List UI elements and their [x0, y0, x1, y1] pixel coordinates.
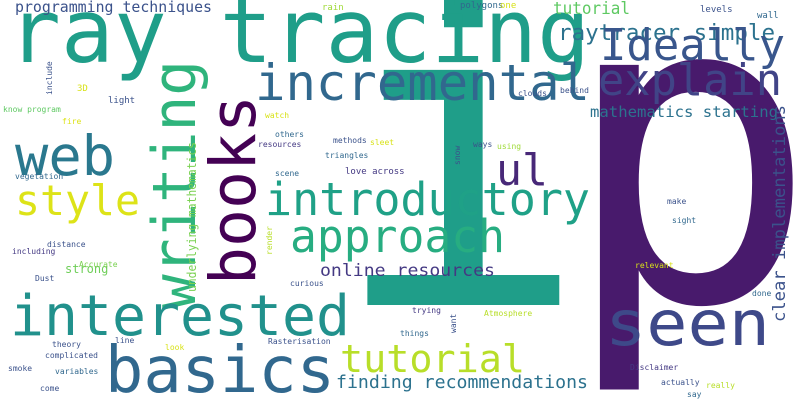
word: levels: [700, 5, 733, 15]
word: incremental: [255, 54, 590, 112]
word: others: [275, 130, 304, 139]
word: really: [706, 381, 735, 390]
word: love across: [345, 167, 405, 177]
word: Rasterisation: [268, 337, 331, 346]
word: ul: [496, 145, 548, 196]
word: explain: [598, 55, 782, 106]
word: know program: [3, 105, 61, 114]
word: polygons: [460, 1, 503, 11]
word: complicated: [45, 351, 98, 360]
word: i: [330, 0, 589, 400]
word: want: [449, 314, 458, 333]
word: Ideally: [600, 20, 785, 71]
word: p: [560, 0, 800, 400]
word: clear implementations: [770, 105, 790, 322]
word: done: [752, 289, 771, 298]
word: say: [687, 390, 702, 399]
word: one: [500, 1, 516, 11]
word: introductory: [265, 173, 590, 226]
word: render: [265, 226, 274, 255]
word: smoke: [8, 364, 32, 373]
word: Accurate: [79, 260, 118, 269]
word: line: [115, 336, 134, 345]
word: clouds: [518, 89, 547, 98]
word: ways: [473, 140, 492, 149]
word: triangles: [325, 151, 369, 160]
word: sight: [672, 216, 696, 225]
word: curious: [290, 279, 324, 288]
word: theory: [52, 340, 81, 349]
word: fire: [62, 117, 81, 126]
word: tutorial: [340, 337, 525, 381]
word: web: [15, 124, 115, 188]
word: variables: [55, 367, 99, 376]
word: interested: [10, 284, 350, 349]
word: writing: [140, 60, 210, 310]
word: tutorial: [553, 0, 630, 19]
word: sleet: [370, 138, 394, 147]
word: scene: [275, 169, 299, 178]
word: things: [400, 329, 429, 338]
word: Disclaimer: [630, 363, 678, 372]
word: online resources: [320, 261, 495, 281]
word: snow: [453, 146, 462, 165]
word: Dust: [35, 274, 54, 283]
word: light: [108, 96, 135, 106]
word: style: [15, 176, 140, 225]
word: programming techniques: [15, 0, 212, 16]
word: strong: [65, 262, 108, 276]
word: books: [197, 95, 270, 285]
word: look: [165, 343, 184, 352]
word: resources: [258, 140, 302, 149]
word: include: [45, 61, 54, 95]
word: trying: [412, 306, 441, 315]
word: rain: [322, 3, 344, 13]
word: behind: [560, 86, 589, 95]
word: vegetation: [15, 172, 63, 181]
word: basics: [105, 334, 335, 400]
word: wall: [757, 11, 779, 21]
word: make: [667, 197, 686, 206]
word: Atmosphere: [484, 309, 532, 318]
word: watch: [265, 111, 289, 120]
word: come: [40, 384, 59, 393]
word: including: [12, 247, 56, 256]
word: mathematics starting: [590, 103, 778, 121]
word: relevant: [635, 261, 674, 270]
word: raytracer simple: [558, 21, 775, 46]
word: finding recommendations: [336, 372, 588, 393]
word: ray tracing: [8, 0, 590, 83]
word: actually: [661, 378, 700, 387]
word: underlying mathematics: [185, 142, 199, 292]
word: distance: [47, 240, 86, 249]
word: 3D: [77, 84, 88, 94]
word: seen: [605, 287, 770, 360]
word: methods: [333, 136, 367, 145]
word: approach: [290, 210, 505, 263]
word: using: [497, 142, 521, 151]
